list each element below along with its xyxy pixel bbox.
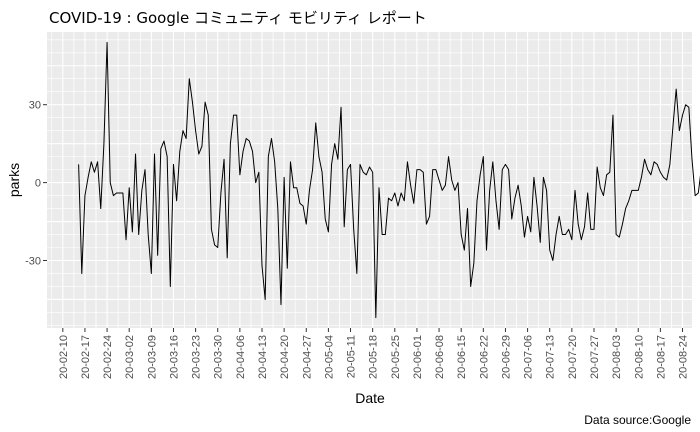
x-tick-label: 20-03-23 [191, 335, 203, 379]
x-tick-label: 20-05-11 [346, 335, 358, 378]
x-tick-label: 20-08-10 [633, 335, 645, 379]
y-tick-label: 0 [35, 178, 41, 190]
x-tick-label: 20-04-13 [257, 335, 269, 379]
x-tick-label: 20-03-02 [124, 335, 136, 379]
series-line [78, 41, 700, 319]
x-tick-label: 20-04-20 [279, 335, 291, 379]
y-axis-ticks: 30 0 -30 [25, 100, 47, 267]
grid-major-y [47, 65, 692, 300]
x-tick-label: 20-08-24 [678, 335, 690, 379]
x-tick-label: 20-03-16 [168, 335, 180, 379]
x-tick-label: 20-02-10 [58, 335, 70, 379]
x-tick-label: 20-08-03 [611, 335, 623, 379]
x-tick-label: 20-08-17 [655, 335, 667, 379]
x-tick-label: 20-07-20 [567, 335, 579, 379]
plot-panel [47, 32, 692, 328]
y-tick-label: 30 [29, 100, 41, 112]
x-axis-title: Date [355, 390, 385, 406]
x-tick-label: 20-06-22 [478, 335, 490, 379]
grid-major-x [62, 32, 684, 328]
x-tick-label: 20-06-08 [434, 335, 446, 379]
x-tick-label: 20-05-18 [368, 335, 380, 379]
x-tick-label: 20-03-30 [213, 335, 225, 379]
y-axis-title: parks [6, 163, 22, 197]
x-tick-label: 20-07-13 [545, 335, 557, 379]
x-tick-label: 20-05-04 [323, 335, 335, 379]
x-tick-label: 20-04-06 [235, 335, 247, 379]
x-axis-ticks: 20-02-10 20-02-17 20-02-24 20-03-02 20-03-09… [58, 328, 690, 379]
x-tick-label: 20-06-01 [412, 335, 424, 379]
x-tick-label: 20-04-27 [301, 335, 313, 379]
x-tick-label: 20-07-06 [523, 335, 535, 379]
x-tick-label: 20-02-17 [80, 335, 92, 379]
y-tick-label: -30 [25, 255, 41, 267]
x-tick-label: 20-06-29 [500, 335, 512, 379]
data-source-caption: Data source:Google [584, 413, 691, 427]
chart-title: COVID-19 : Google コミュニティ モビリティ レポート [49, 9, 427, 27]
x-tick-label: 20-03-09 [146, 335, 158, 379]
x-tick-label: 20-02-24 [102, 335, 114, 379]
x-tick-label: 20-05-25 [390, 335, 402, 379]
x-tick-label: 20-07-27 [589, 335, 601, 379]
x-tick-label: 20-06-15 [456, 335, 468, 379]
